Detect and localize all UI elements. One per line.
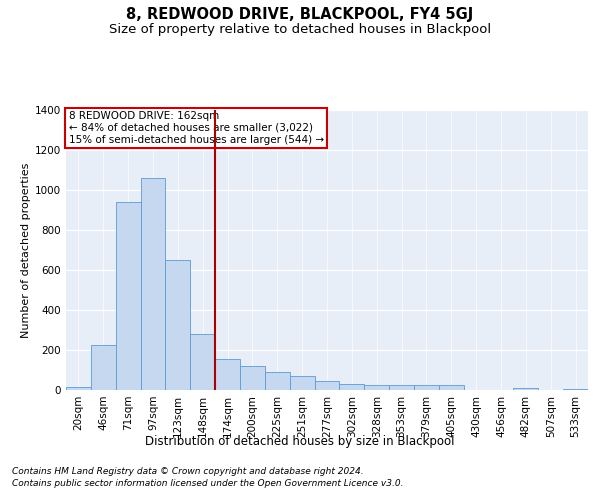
Bar: [166, 260, 190, 390]
Bar: [140, 178, 166, 390]
Bar: [190, 334, 215, 390]
Bar: [265, 372, 290, 390]
Text: 8, REDWOOD DRIVE, BLACKPOOL, FY4 5GJ: 8, REDWOOD DRIVE, BLACKPOOL, FY4 5GJ: [127, 8, 473, 22]
Bar: [389, 385, 414, 390]
Bar: [314, 381, 340, 390]
Bar: [290, 376, 314, 390]
Bar: [414, 385, 439, 390]
Text: 8 REDWOOD DRIVE: 162sqm
← 84% of detached houses are smaller (3,022)
15% of semi: 8 REDWOOD DRIVE: 162sqm ← 84% of detache…: [68, 112, 324, 144]
Text: Contains public sector information licensed under the Open Government Licence v3: Contains public sector information licen…: [12, 479, 404, 488]
Bar: [563, 389, 588, 390]
Bar: [439, 385, 464, 390]
Bar: [240, 366, 265, 390]
Text: Distribution of detached houses by size in Blackpool: Distribution of detached houses by size …: [145, 435, 455, 448]
Bar: [66, 387, 91, 390]
Bar: [91, 345, 116, 390]
Y-axis label: Number of detached properties: Number of detached properties: [21, 162, 31, 338]
Bar: [364, 385, 389, 390]
Bar: [116, 202, 140, 390]
Bar: [340, 384, 364, 390]
Text: Contains HM Land Registry data © Crown copyright and database right 2024.: Contains HM Land Registry data © Crown c…: [12, 468, 364, 476]
Bar: [215, 359, 240, 390]
Text: Size of property relative to detached houses in Blackpool: Size of property relative to detached ho…: [109, 22, 491, 36]
Bar: [514, 388, 538, 390]
